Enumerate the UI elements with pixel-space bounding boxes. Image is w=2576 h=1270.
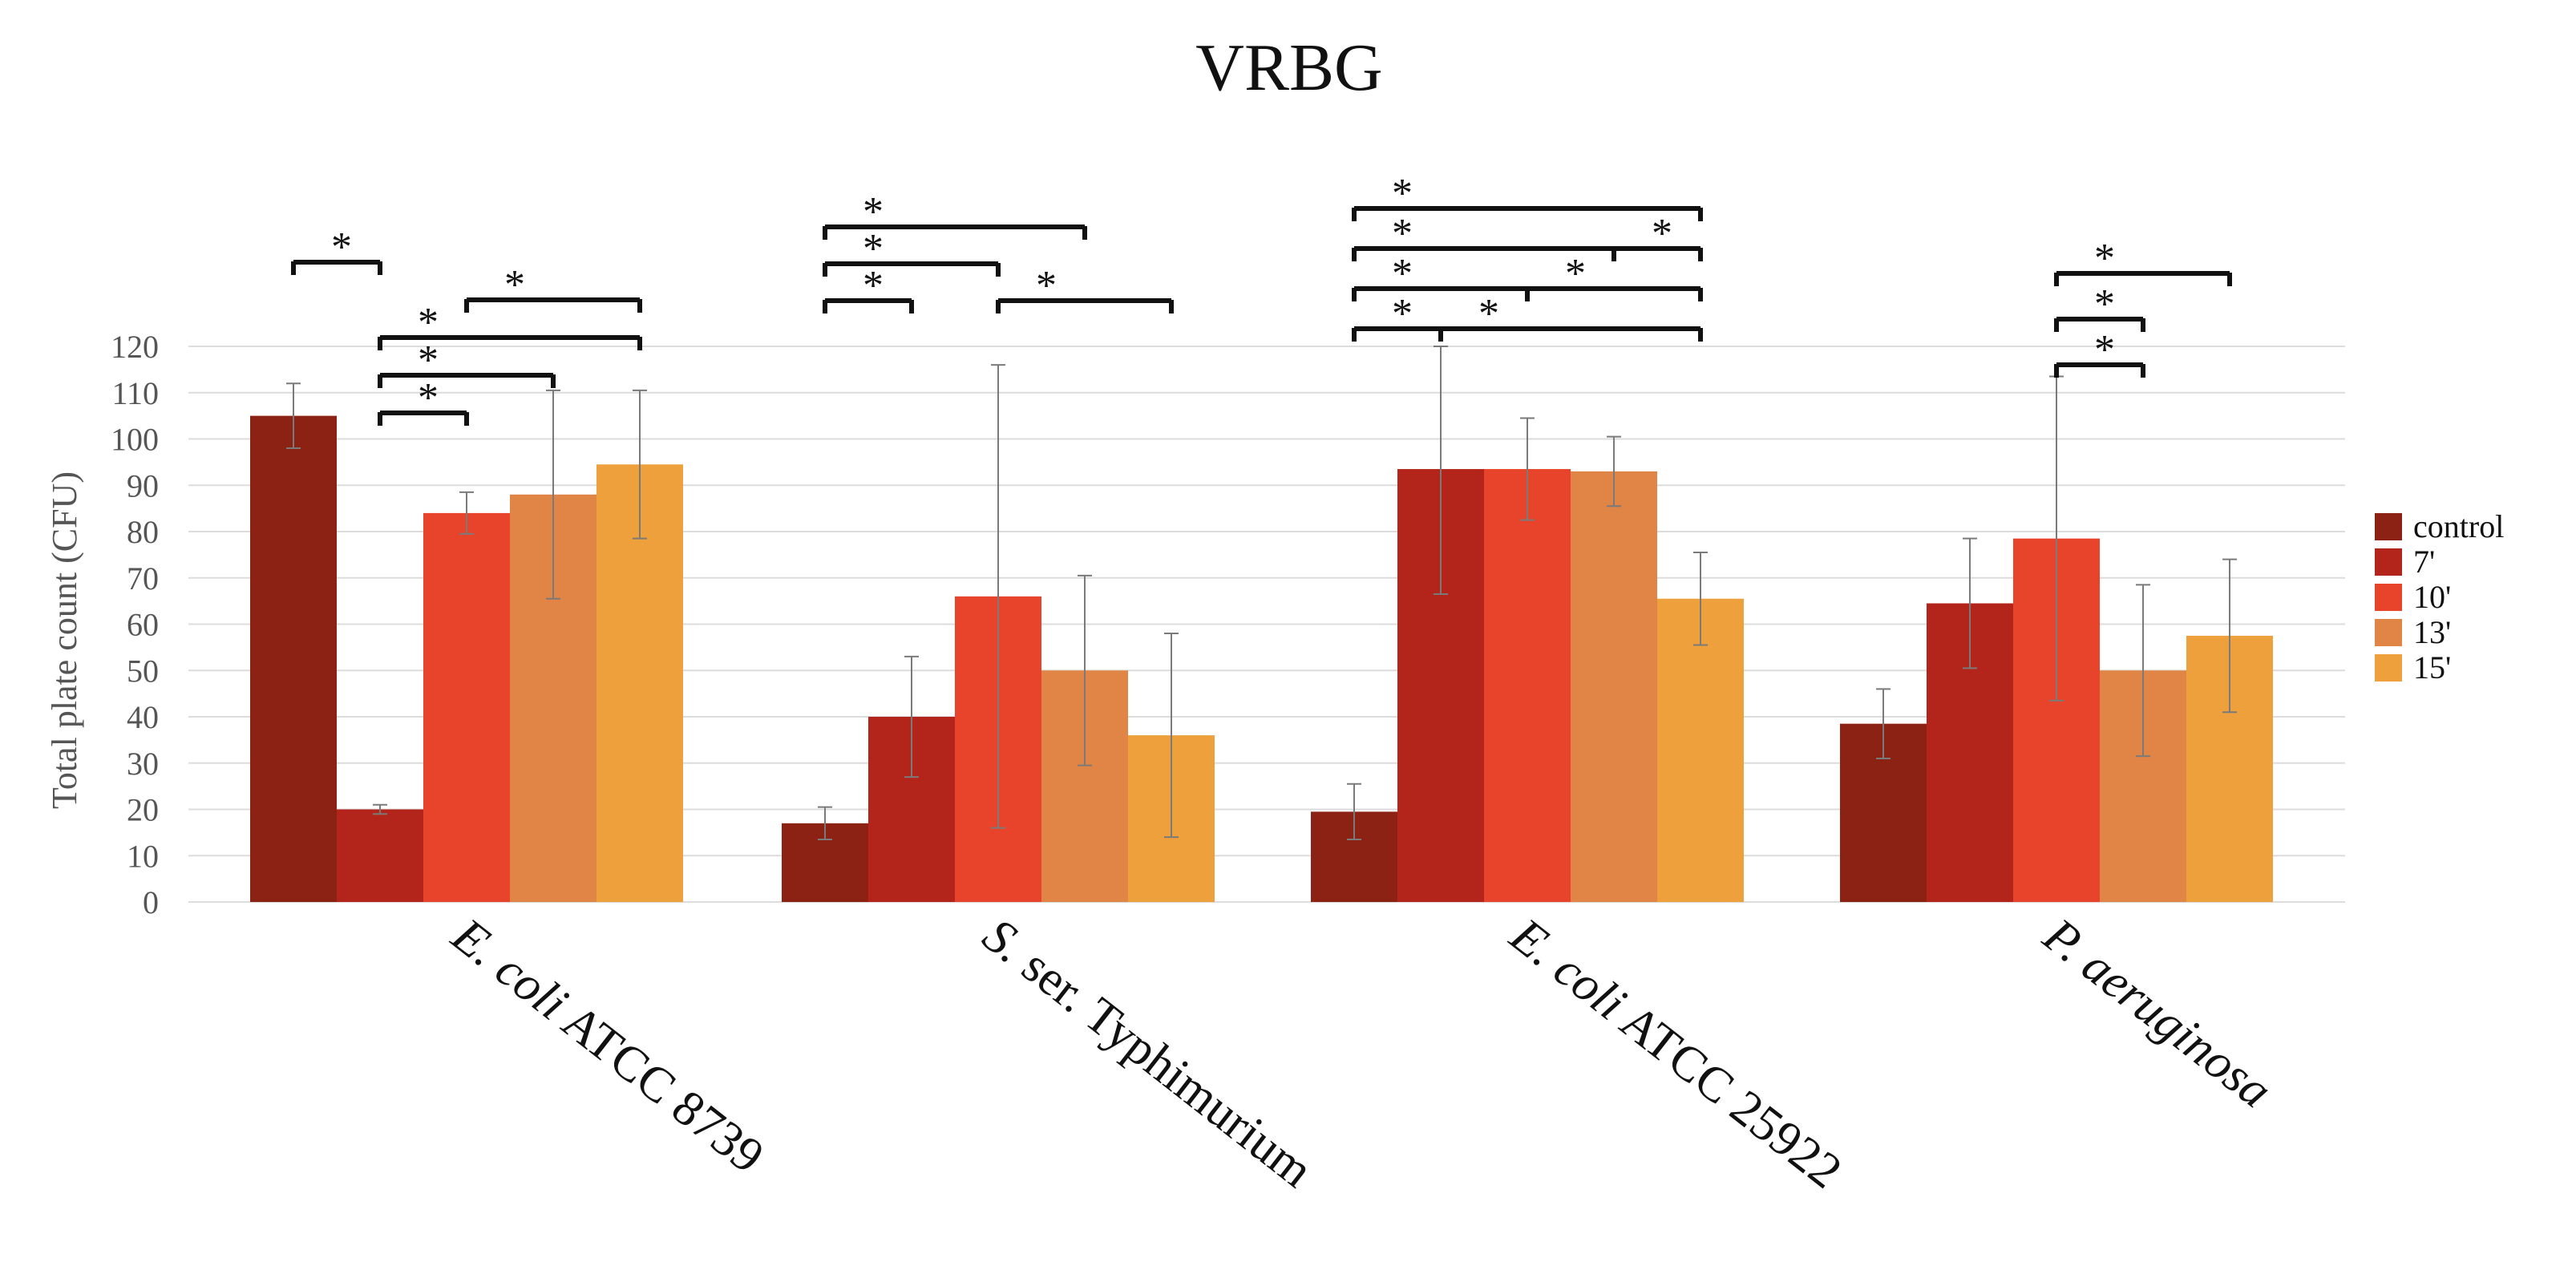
legend-swatch bbox=[2375, 513, 2402, 540]
significance-star: * bbox=[863, 263, 884, 309]
y-tick-label: 20 bbox=[127, 792, 159, 828]
y-tick-label: 110 bbox=[111, 375, 159, 411]
significance-star: * bbox=[1392, 211, 1413, 257]
legend-swatch bbox=[2375, 548, 2402, 576]
significance-star: * bbox=[418, 375, 439, 421]
y-tick-label: 0 bbox=[143, 884, 159, 920]
bar bbox=[250, 415, 337, 902]
bar bbox=[1571, 471, 1657, 902]
bar bbox=[1484, 469, 1571, 902]
chart-title: VRBG bbox=[1195, 30, 1382, 105]
category-label: E. coli ATCC 8739 bbox=[442, 908, 774, 1184]
x-axis-labels: E. coli ATCC 8739 S. ser. Typhimurium E. c… bbox=[442, 908, 2282, 1199]
significance-star: * bbox=[1392, 291, 1413, 337]
y-tick-label: 70 bbox=[127, 560, 159, 597]
significance-star: * bbox=[1478, 291, 1499, 337]
legend-swatch bbox=[2375, 654, 2402, 682]
y-tick-label: 60 bbox=[127, 607, 159, 643]
y-axis: 0 10 20 30 40 50 60 70 80 90 100 110 120 bbox=[111, 329, 159, 920]
category-label: P. aeruginosa bbox=[2033, 908, 2282, 1118]
category-label-rest: ATCC 25922 bbox=[1603, 988, 1852, 1199]
legend-label: 7' bbox=[2413, 544, 2435, 580]
significance-star: * bbox=[863, 189, 884, 235]
y-tick-label: 80 bbox=[127, 514, 159, 550]
category-label-italic: E. coli bbox=[1500, 908, 1636, 1031]
y-tick-label: 10 bbox=[127, 838, 159, 874]
significance-star: * bbox=[2094, 281, 2115, 327]
significance-star: * bbox=[1392, 171, 1413, 216]
category-label: S. ser. Typhimurium bbox=[973, 908, 1323, 1198]
category-label-rest: ATCC 8739 bbox=[544, 988, 774, 1183]
y-tick-label: 120 bbox=[111, 329, 159, 365]
y-tick-label: 100 bbox=[111, 422, 159, 458]
significance-star: * bbox=[418, 300, 439, 346]
significance-star: * bbox=[863, 226, 884, 272]
significance-star: * bbox=[418, 338, 439, 383]
y-tick-label: 50 bbox=[127, 653, 159, 689]
significance-star: * bbox=[1652, 211, 1672, 257]
category-label-italic: E. coli bbox=[442, 908, 578, 1031]
legend-label: 10' bbox=[2413, 579, 2451, 615]
significance-star: * bbox=[1565, 251, 1586, 297]
significance-star: * bbox=[2094, 327, 2115, 373]
category-label-italic: P. aeruginosa bbox=[2033, 908, 2282, 1118]
bar bbox=[337, 809, 423, 902]
significance-star: * bbox=[1036, 263, 1057, 309]
y-tick-label: 30 bbox=[127, 746, 159, 782]
significance-star: * bbox=[504, 262, 525, 308]
category-label: E. coli ATCC 25922 bbox=[1500, 908, 1852, 1199]
legend-swatch bbox=[2375, 619, 2402, 646]
bar bbox=[423, 512, 510, 902]
category-label-rest: ser. Typhimurium bbox=[1002, 931, 1323, 1198]
significance-star: * bbox=[331, 224, 352, 270]
bars bbox=[250, 415, 2273, 902]
bar bbox=[1657, 598, 1744, 902]
significance-brackets: ***** ************** bbox=[291, 171, 2232, 426]
error-bars bbox=[286, 346, 2237, 841]
y-tick-label: 90 bbox=[127, 467, 159, 504]
legend-label: 15' bbox=[2413, 649, 2451, 686]
legend-label: 13' bbox=[2413, 614, 2451, 650]
y-axis-label: Total plate count (CFU) bbox=[45, 471, 84, 809]
legend-label: control bbox=[2413, 508, 2504, 544]
y-tick-label: 40 bbox=[127, 699, 159, 735]
significance-star: * bbox=[2094, 236, 2115, 281]
legend-swatch bbox=[2375, 584, 2402, 611]
significance-star: * bbox=[1392, 251, 1413, 297]
